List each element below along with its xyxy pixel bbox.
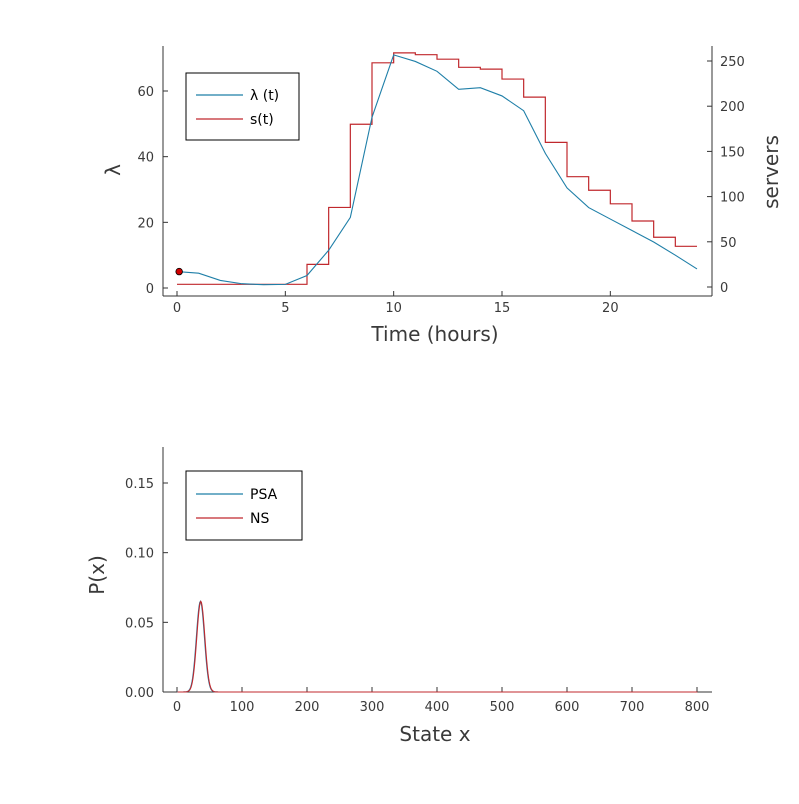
top-x-tick-label: 20	[602, 301, 619, 316]
top-y-ticks: 0 20 40 60	[137, 85, 168, 297]
bottom-y-tick-label: 0.05	[125, 616, 154, 631]
top-y2-ticks: 0 50 100 150 200 250	[707, 55, 745, 296]
top-y-tick-label: 0	[146, 282, 154, 297]
bottom-x-tick-label: 500	[490, 700, 515, 715]
bottom-legend: PSA NS	[185, 470, 303, 541]
series-line-ns	[177, 600, 698, 693]
bottom-x-tick-label: 300	[360, 700, 385, 715]
bottom-x-tick-label: 100	[230, 700, 255, 715]
top-x-tick-label: 15	[494, 301, 511, 316]
top-x-ticks: 0 5 10 15 20	[173, 291, 619, 316]
bottom-y-tick-label: 0.15	[125, 477, 154, 492]
bottom-y-axis-label: P(x)	[85, 555, 109, 595]
bottom-x-tick-label: 0	[173, 700, 181, 715]
top-y-axis-label: λ	[101, 164, 125, 176]
top-y2-tick-label: 0	[720, 281, 728, 296]
bottom-y-tick-label: 0.00	[125, 686, 154, 701]
top-y-tick-label: 60	[137, 85, 154, 100]
bottom-x-tick-label: 200	[295, 700, 320, 715]
legend-label-lambda: λ (t)	[250, 88, 279, 104]
top-y2-tick-label: 150	[720, 145, 745, 160]
bottom-legend-box	[185, 470, 303, 541]
top-y2-tick-label: 200	[720, 100, 745, 115]
top-y2-axis-label: servers	[759, 135, 783, 209]
top-y-tick-label: 40	[137, 151, 154, 166]
top-y-tick-label: 20	[137, 216, 154, 231]
legend-label-ns: NS	[250, 511, 269, 527]
bottom-x-tick-label: 700	[620, 700, 645, 715]
bottom-x-tick-label: 800	[685, 700, 710, 715]
top-legend-box	[185, 72, 300, 141]
bottom-y-ticks: 0.00 0.05 0.10 0.15	[125, 477, 168, 701]
top-x-tick-label: 0	[173, 301, 181, 316]
bottom-x-ticks: 0 100 200 300 400 500 600 700 800	[173, 687, 710, 715]
bottom-y-tick-label: 0.10	[125, 547, 154, 562]
initial-point-marker	[175, 267, 183, 276]
top-x-tick-label: 5	[281, 301, 289, 316]
series-line-lambda	[176, 54, 698, 286]
bottom-x-tick-label: 400	[425, 700, 450, 715]
series-line-psa	[177, 600, 697, 693]
top-x-tick-label: 10	[385, 301, 402, 316]
legend-label-servers: s(t)	[250, 112, 274, 128]
top-plot-area	[175, 52, 698, 286]
top-y2-tick-label: 250	[720, 55, 745, 70]
bottom-x-tick-label: 600	[555, 700, 580, 715]
series-line-servers	[177, 52, 697, 285]
bottom-plot-area	[177, 600, 698, 693]
top-y2-tick-label: 50	[720, 236, 737, 251]
bottom-x-axis-label: State x	[399, 722, 470, 746]
state-distribution-chart: 0 100 200 300 400 500 600 700 800 0.000.050.100.…	[85, 447, 712, 746]
top-x-axis-label: Time (hours)	[370, 322, 498, 346]
legend-label-psa: PSA	[250, 487, 278, 503]
lambda-servers-chart: 0 5 10 15 20 0 20 40 60 0 50 100 150 200 250 Time (h…	[101, 46, 783, 346]
top-y2-tick-label: 100	[720, 191, 745, 206]
top-legend: λ (t) s(t)	[185, 72, 300, 141]
